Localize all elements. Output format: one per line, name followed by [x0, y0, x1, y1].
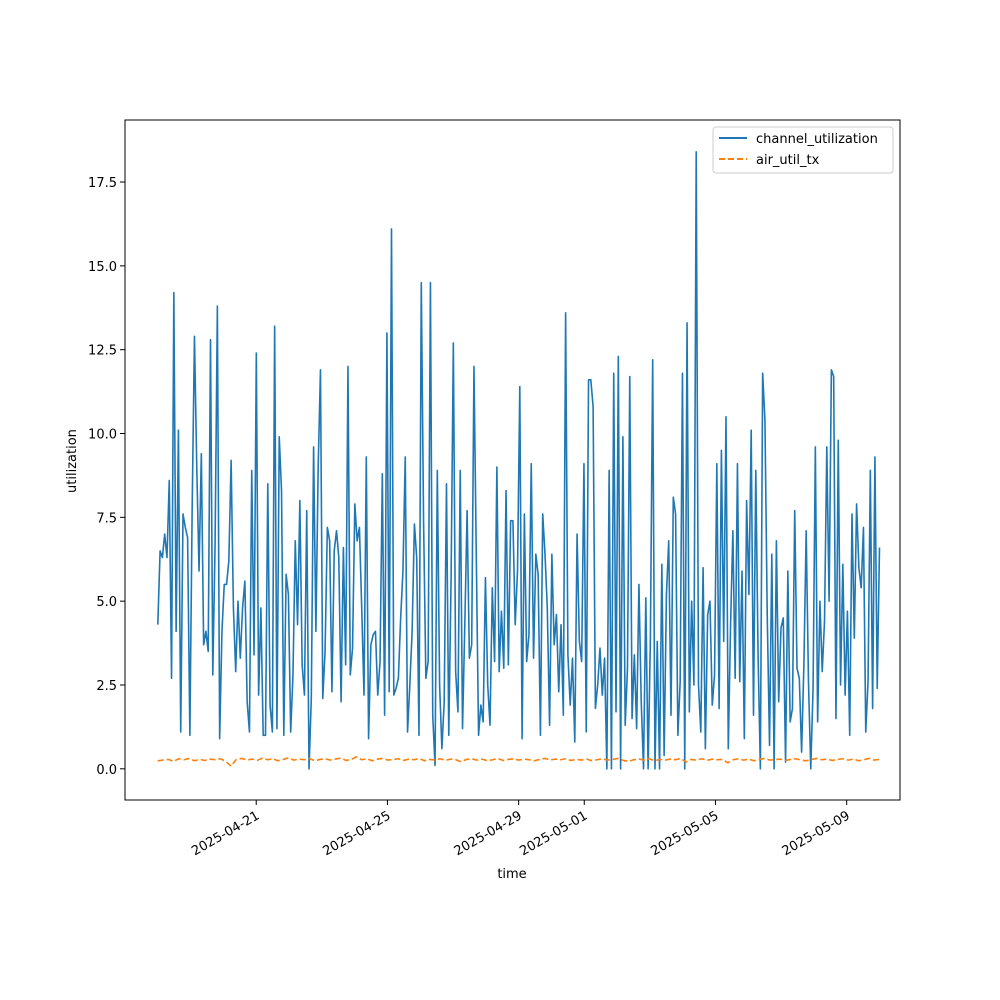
- series-line-air-util-tx: [157, 755, 880, 767]
- legend-label-air-util-tx: air_util_tx: [756, 153, 820, 168]
- y-tick-label: 7.5: [96, 511, 117, 526]
- y-tick-label: 0.0: [96, 763, 117, 778]
- legend: channel_utilization air_util_tx: [712, 126, 894, 174]
- y-tick-label: 17.5: [88, 176, 117, 191]
- series-line-channel-utilization: [157, 151, 881, 770]
- series-layer: [157, 151, 881, 770]
- plot-frame: [124, 119, 901, 801]
- y-axis: 0.0 2.5 5.0 7.5 10.0 12.5 15.0 17.5: [88, 176, 125, 778]
- legend-label-channel-utilization: channel_utilization: [756, 132, 878, 147]
- y-tick-label: 5.0: [96, 595, 117, 610]
- y-tick-label: 12.5: [88, 344, 117, 359]
- y-tick-label: 15.0: [88, 260, 117, 275]
- y-axis-label: utilization: [65, 429, 80, 493]
- y-tick-label: 10.0: [88, 428, 117, 443]
- y-tick-label: 2.5: [96, 679, 117, 694]
- x-axis-label: time: [497, 867, 526, 882]
- legend-box: [712, 126, 894, 174]
